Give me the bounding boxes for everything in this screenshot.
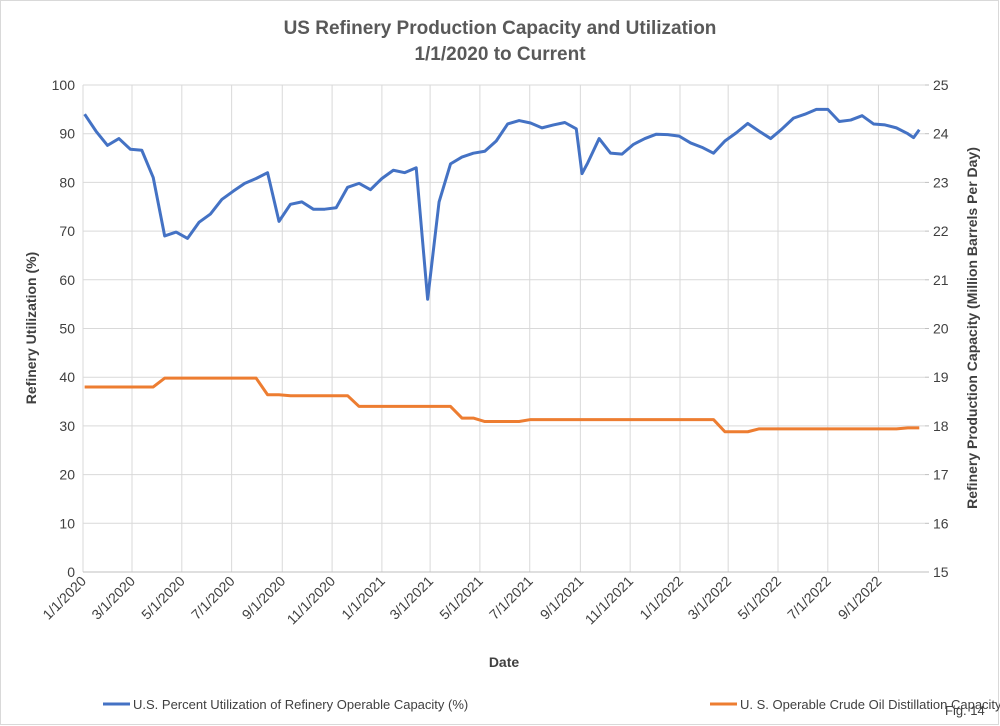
y-tick-label: 30 <box>59 418 75 434</box>
y-tick-label: 10 <box>59 515 75 531</box>
figure-note: Fig. 14 <box>945 703 985 718</box>
y2-tick-label: 24 <box>933 126 949 142</box>
y2-tick-label: 22 <box>933 223 949 239</box>
chart-title: US Refinery Production Capacity and Util… <box>284 18 717 39</box>
legend-label: U. S. Operable Crude Oil Distillation Ca… <box>740 697 1000 712</box>
series-line <box>83 107 921 301</box>
y2-tick-label: 17 <box>933 467 949 483</box>
y-tick-label: 100 <box>52 77 76 93</box>
series-line <box>84 376 920 434</box>
chart-subtitle: 1/1/2020 to Current <box>414 44 586 65</box>
y2-tick-label: 21 <box>933 272 949 288</box>
y-tick-label: 90 <box>59 126 75 142</box>
y-axis-title: Refinery Utilization (%) <box>23 252 39 404</box>
y2-tick-label: 25 <box>933 77 949 93</box>
y-tick-label: 0 <box>67 564 75 580</box>
y2-tick-label: 23 <box>933 174 949 190</box>
y2-tick-label: 15 <box>933 564 949 580</box>
y-tick-label: 20 <box>59 467 75 483</box>
y2-tick-label: 20 <box>933 321 949 337</box>
y2-tick-label: 18 <box>933 418 949 434</box>
y-tick-label: 80 <box>59 174 75 190</box>
y2-tick-label: 19 <box>933 369 949 385</box>
y2-tick-label: 16 <box>933 515 949 531</box>
y-tick-label: 50 <box>59 321 75 337</box>
y-tick-label: 60 <box>59 272 75 288</box>
y2-axis-title: Refinery Production Capacity (Million Ba… <box>964 147 980 509</box>
y-tick-label: 70 <box>59 223 75 239</box>
legend-label: U.S. Percent Utilization of Refinery Ope… <box>133 697 468 712</box>
y-tick-label: 40 <box>59 369 75 385</box>
x-axis-title: Date <box>489 654 520 670</box>
